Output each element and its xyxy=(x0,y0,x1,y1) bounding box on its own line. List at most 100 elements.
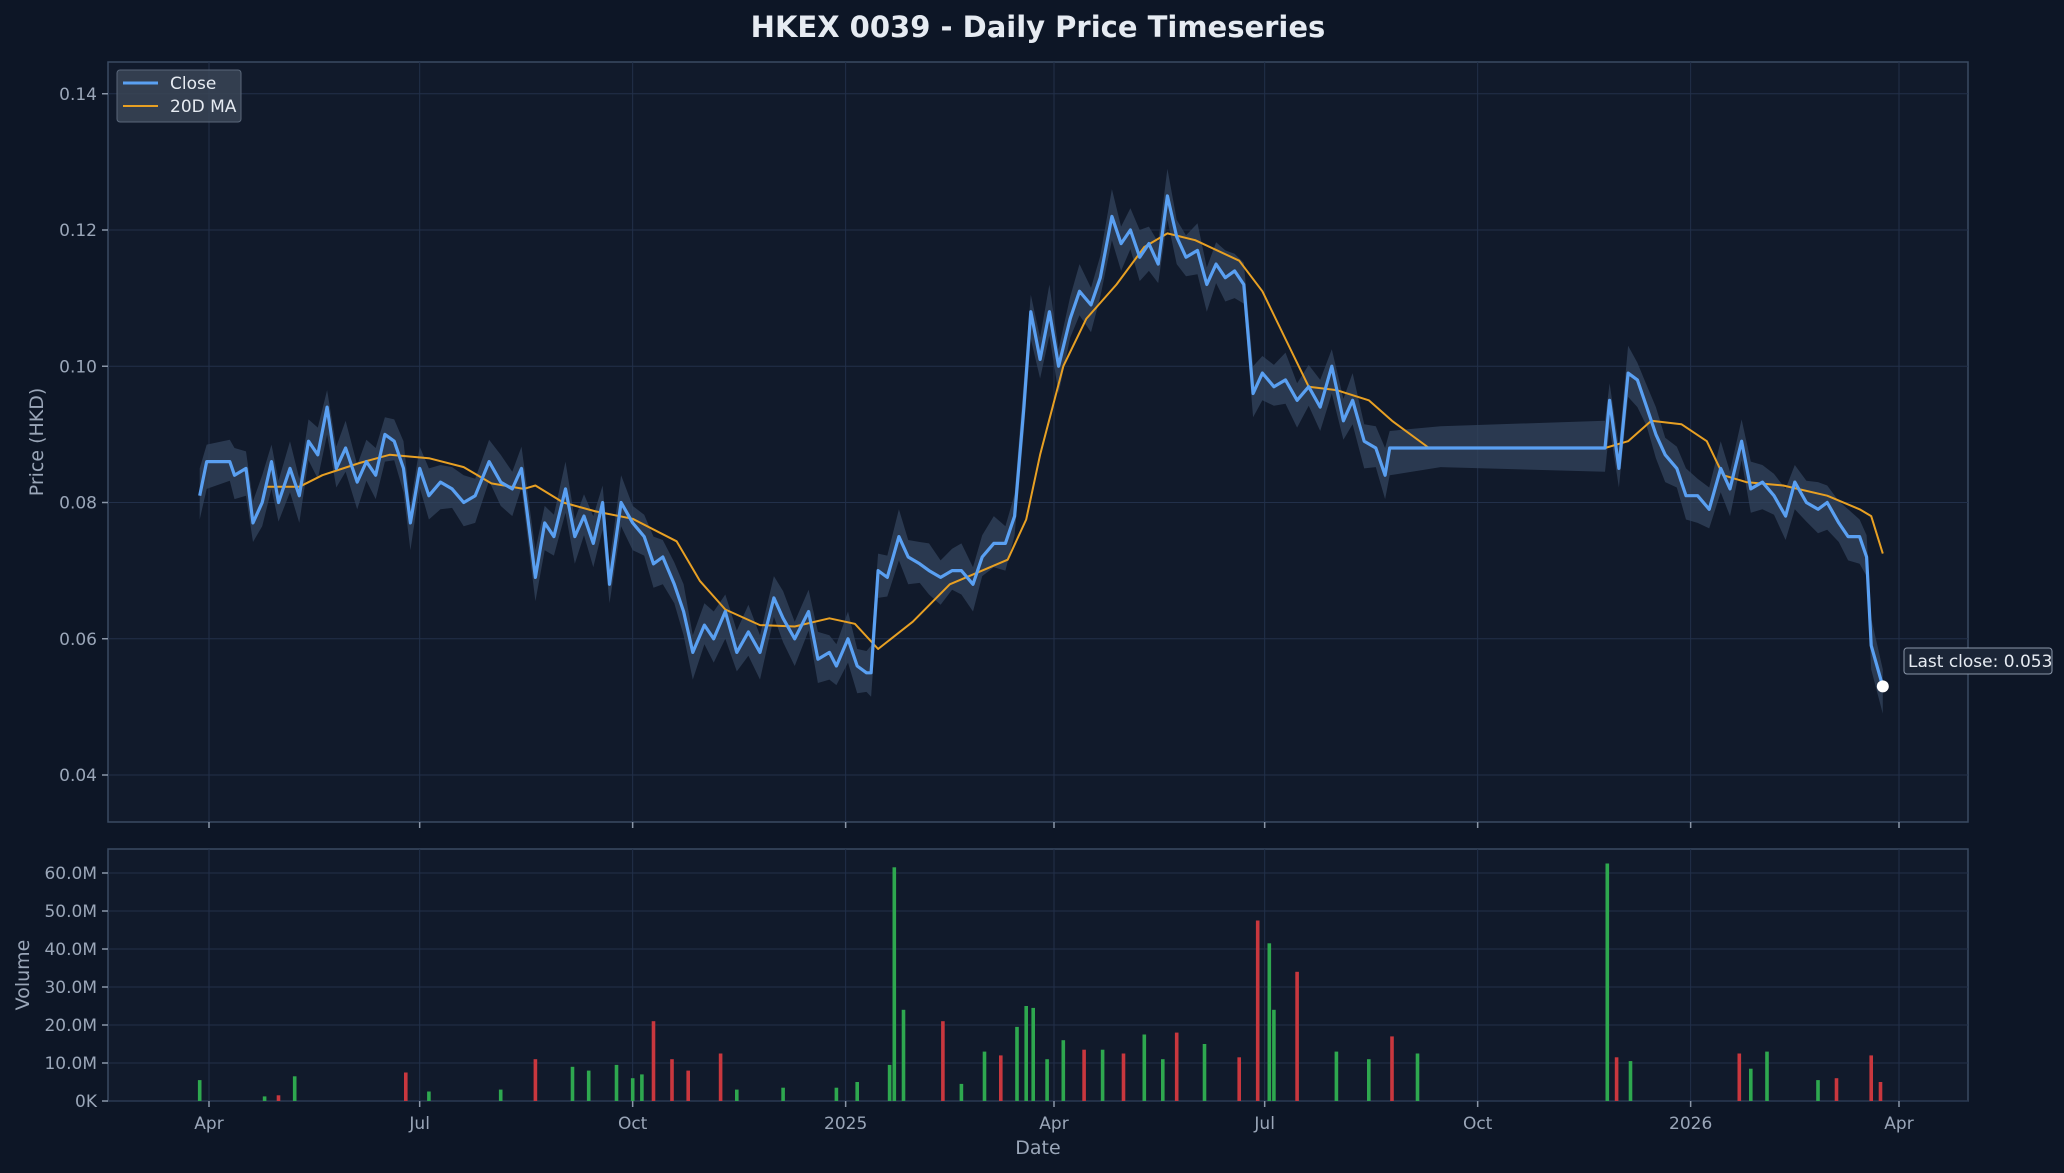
volume-bar xyxy=(855,1082,859,1101)
volume-bar xyxy=(1082,1049,1086,1101)
x-tick-label: Oct xyxy=(1463,1114,1493,1134)
volume-bar xyxy=(735,1089,739,1101)
volume-bar xyxy=(1272,1009,1276,1101)
high-low-band xyxy=(199,168,1883,714)
volume-bar xyxy=(999,1055,1003,1101)
x-tick-label: Apr xyxy=(1884,1114,1913,1134)
volume-bar xyxy=(640,1074,644,1101)
volume-bar xyxy=(586,1070,591,1101)
volume-bar xyxy=(1255,920,1260,1101)
x-tick-label: Jul xyxy=(408,1114,430,1134)
volume-bar xyxy=(1015,1026,1019,1101)
legend: Close 20D MA xyxy=(116,69,242,123)
price-y-tick-label: 0.04 xyxy=(59,766,97,786)
last-close-marker xyxy=(1876,680,1889,693)
volume-bar xyxy=(1174,1032,1179,1101)
volume-bar xyxy=(686,1070,690,1101)
volume-bar xyxy=(427,1091,431,1101)
volume-bar xyxy=(1367,1059,1371,1101)
price-range-band xyxy=(199,168,1883,714)
volume-y-tick-label: 0K xyxy=(75,1092,98,1112)
chart-title: HKEX 0039 - Daily Price Timeseries xyxy=(751,10,1326,44)
last-close-annotation: Last close: 0.053 xyxy=(1903,647,2053,675)
x-axis-label: Date xyxy=(1015,1137,1060,1159)
volume-bar xyxy=(941,1021,945,1101)
annotation-box xyxy=(1903,647,2053,675)
volume-y-tick-label: 30.0M xyxy=(44,978,97,998)
volume-bar xyxy=(1628,1061,1633,1101)
x-tick-label: 2025 xyxy=(824,1114,867,1134)
volume-bar xyxy=(404,1072,408,1101)
x-tick-label: Oct xyxy=(618,1114,648,1134)
volume-bar xyxy=(262,1096,267,1101)
volume-bar xyxy=(614,1064,619,1101)
legend-close-label: Close xyxy=(170,74,216,94)
volume-bar xyxy=(570,1066,575,1101)
volume-bar xyxy=(1142,1034,1147,1101)
grid-lines xyxy=(108,62,1968,1102)
volume-bar xyxy=(1121,1053,1126,1101)
volume-bar xyxy=(1749,1068,1753,1101)
volume-bar xyxy=(1834,1078,1839,1101)
volume-bar xyxy=(1334,1051,1339,1101)
volume-y-tick-label: 40.0M xyxy=(44,940,97,960)
volume-bar xyxy=(1161,1059,1165,1101)
x-tick-label: Jul xyxy=(1253,1114,1275,1134)
volume-bar xyxy=(834,1087,839,1101)
volume-bar xyxy=(959,1083,964,1101)
volume-bar xyxy=(197,1080,202,1101)
annotation-text: Last close: 0.053 xyxy=(1908,652,2052,672)
price-y-tick-label: 0.12 xyxy=(59,221,97,241)
x-tick-label: Apr xyxy=(194,1114,223,1134)
volume-bar xyxy=(1031,1007,1035,1101)
volume-bar xyxy=(498,1089,503,1101)
volume-panel xyxy=(107,848,1969,1102)
volume-bar xyxy=(892,867,897,1101)
volume-bar xyxy=(1237,1057,1241,1101)
volume-bar xyxy=(1415,1053,1420,1101)
legend-ma-label: 20D MA xyxy=(170,97,237,117)
volume-y-tick-label: 20.0M xyxy=(44,1016,97,1036)
volume-y-axis-label: Volume xyxy=(12,940,34,1011)
volume-bar xyxy=(1390,1036,1394,1101)
volume-bar xyxy=(1202,1044,1207,1101)
volume-bars xyxy=(197,863,1883,1101)
price-y-tick-label: 0.10 xyxy=(59,357,97,377)
volume-bar xyxy=(1765,1051,1769,1101)
price-y-tick-label: 0.08 xyxy=(59,494,97,514)
volume-bar xyxy=(1816,1080,1820,1101)
volume-bar xyxy=(718,1053,723,1101)
x-tick-label: 2026 xyxy=(1669,1114,1712,1134)
volume-bar xyxy=(533,1059,538,1101)
volume-bar xyxy=(630,1078,635,1101)
volume-bar xyxy=(1737,1053,1742,1101)
volume-bar xyxy=(1045,1059,1049,1101)
volume-bar xyxy=(1614,1057,1619,1101)
volume-bar xyxy=(651,1021,656,1101)
volume-y-tick-label: 10.0M xyxy=(44,1054,97,1074)
x-tick-label: Apr xyxy=(1039,1114,1068,1134)
volume-bar xyxy=(1869,1055,1873,1101)
volume-bar xyxy=(901,1009,906,1101)
volume-bar xyxy=(781,1087,785,1101)
close-line xyxy=(198,194,1885,687)
price-y-tick-label: 0.14 xyxy=(59,85,97,105)
volume-bar xyxy=(670,1059,674,1101)
price-lines xyxy=(198,194,1889,693)
volume-bar xyxy=(1295,971,1299,1101)
volume-bar xyxy=(1605,863,1610,1101)
volume-y-tick-label: 50.0M xyxy=(44,902,97,922)
volume-bar xyxy=(887,1064,892,1101)
volume-bar xyxy=(1061,1040,1066,1101)
volume-bar xyxy=(1024,1006,1028,1101)
volume-bar xyxy=(1100,1049,1105,1101)
volume-bar xyxy=(276,1095,281,1101)
price-y-tick-label: 0.06 xyxy=(59,630,97,650)
volume-bar xyxy=(982,1051,987,1101)
axis-ticks: Apr Jul Oct 2025 Apr Jul Oct 2026 Apr 0.04 0.06 0.0… xyxy=(44,85,1913,1134)
volume-y-tick-label: 60.0M xyxy=(44,864,97,884)
price-y-axis-label: Price (HKD) xyxy=(26,388,48,497)
ma20-line xyxy=(264,232,1884,650)
